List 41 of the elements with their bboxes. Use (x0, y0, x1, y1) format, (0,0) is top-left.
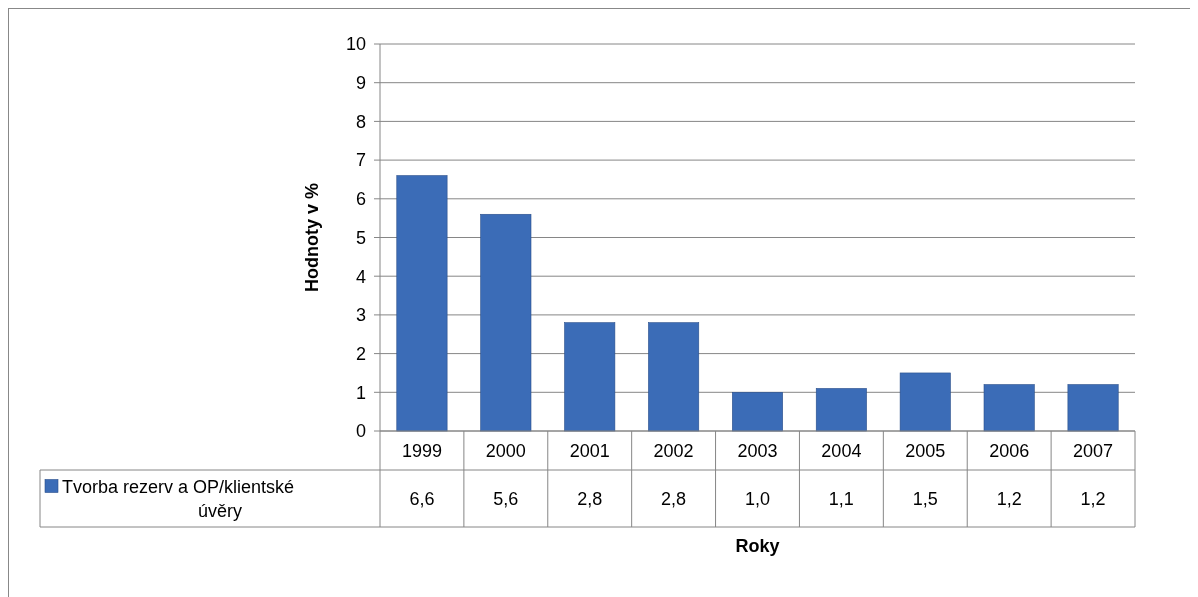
bar (983, 384, 1035, 432)
data-label: 6,6 (409, 488, 435, 509)
y-tick-label: 7 (355, 150, 366, 171)
bar (732, 392, 783, 432)
y-tick-label: 4 (355, 266, 366, 287)
data-label: 1,2 (1080, 488, 1106, 509)
data-label: 1,1 (828, 488, 854, 509)
data-label: 1,0 (744, 488, 771, 509)
y-tick-label: 2 (355, 343, 366, 364)
y-tick-label: 1 (355, 382, 366, 403)
x-tick-label: 1999 (401, 440, 442, 461)
y-tick-label: 8 (355, 111, 366, 132)
x-tick-label: 2004 (821, 440, 862, 461)
x-tick-label: 2007 (1073, 440, 1114, 461)
legend-label: Tvorba rezerv a OP/klientské úvěry (62, 476, 295, 521)
bar (396, 175, 448, 432)
y-tick-label: 6 (355, 189, 366, 210)
y-axis-title: Hodnoty v % (302, 182, 322, 293)
bar (815, 388, 867, 432)
x-tick-label: 2002 (653, 440, 694, 461)
x-tick-label: 2001 (569, 440, 610, 461)
bar (1067, 384, 1119, 432)
bar (564, 322, 616, 432)
bar (899, 372, 951, 432)
y-tick-label: 5 (355, 227, 366, 248)
bar (480, 213, 532, 432)
x-tick-label: 2006 (989, 440, 1030, 461)
data-label: 2,8 (661, 488, 687, 509)
data-label: 1,5 (912, 488, 938, 509)
y-tick-label: 10 (345, 34, 366, 55)
x-tick-label: 2000 (485, 440, 526, 461)
data-label: 1,2 (996, 488, 1022, 509)
x-axis-title: Roky (735, 536, 780, 556)
y-tick-label: 9 (355, 73, 366, 93)
y-tick-label: 0 (355, 421, 366, 442)
data-label: 5,6 (493, 488, 519, 509)
bar (648, 322, 700, 432)
y-tick-label: 3 (355, 305, 366, 326)
x-tick-label: 2005 (905, 440, 946, 461)
x-tick-label: 2003 (737, 440, 778, 461)
data-label: 2,8 (577, 488, 603, 509)
